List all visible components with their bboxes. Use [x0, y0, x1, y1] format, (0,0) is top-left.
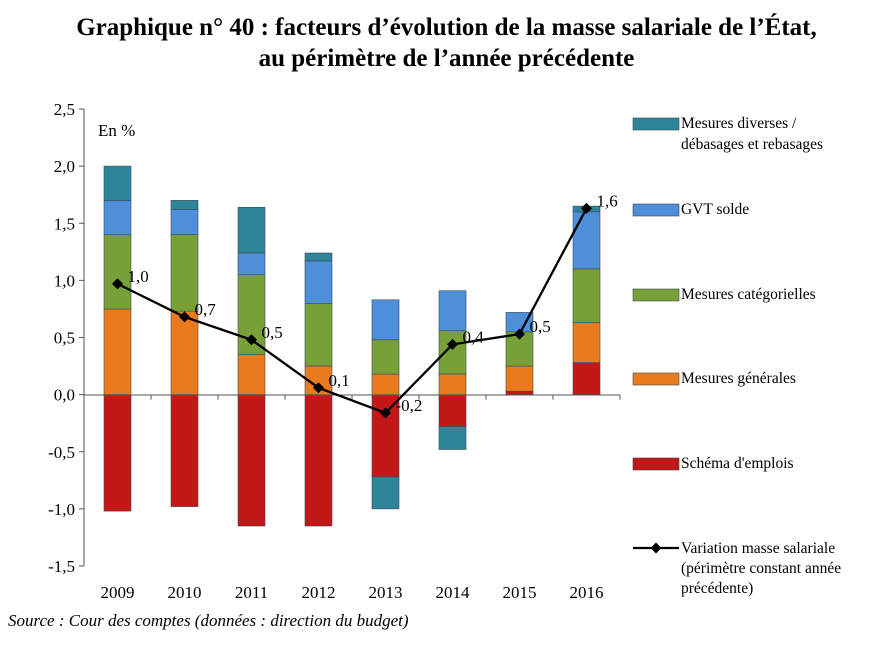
- axes-layer: [83, 109, 620, 566]
- legend-label: Mesures diverses /: [681, 115, 797, 132]
- y-tick-label: -1,0: [48, 500, 75, 519]
- bar-segment-2010-4: [170, 394, 199, 507]
- bar-segment-2012-4: [304, 394, 333, 527]
- y-tick-label: 1,0: [54, 271, 75, 290]
- x-tick-label: 2015: [503, 583, 537, 602]
- legend-label: Mesures générales: [681, 370, 796, 387]
- variation-point-2009: [112, 278, 123, 290]
- variation-point-2014: [447, 338, 458, 350]
- bar-segment-2014-3: [438, 373, 467, 396]
- variation-data-label: 0,5: [530, 317, 551, 336]
- x-ticks-layer: 2009 2010 2011 2012 2013 2014 2015 2016: [83, 394, 621, 602]
- variation-data-label: 1,6: [597, 191, 618, 210]
- bar-segment-2015-4: [505, 390, 534, 395]
- bar-segment-2010-2: [170, 234, 199, 312]
- chart-title: Graphique n° 40 : facteurs d’évolution d…: [0, 12, 893, 74]
- bar-segment-2013-2: [371, 339, 400, 375]
- legend-label: Schéma d'emplois: [681, 455, 794, 472]
- x-tick-label: 2014: [436, 583, 471, 602]
- bar-segment-2009-1: [103, 200, 132, 235]
- bar-segment-2013-3: [371, 373, 400, 396]
- variation-data-label: -0,2: [396, 396, 423, 415]
- bar-segment-2010-0: [170, 200, 199, 210]
- bar-segment-2011-0: [237, 207, 266, 254]
- legend-label: Variation masse salariale: [681, 540, 835, 557]
- legend-label: Mesures catégorielles: [681, 286, 816, 303]
- y-tick-label: 0,5: [54, 329, 75, 348]
- variation-point-2012: [313, 382, 324, 394]
- bar-segment-2011-4: [237, 394, 266, 527]
- bar-segment-2016-1: [572, 211, 601, 270]
- x-tick-label: 2011: [235, 583, 268, 602]
- y-tick-label: 2,0: [54, 157, 75, 176]
- line-layer: 1,0 0,7 0,5 0,1 -0,2 0,4 0,5 1,6: [112, 191, 618, 419]
- variation-data-label: 0,5: [262, 323, 283, 342]
- x-tick-label: 2009: [101, 583, 135, 602]
- variation-point-2010: [179, 311, 190, 323]
- bar-segment-2016-2: [572, 268, 601, 323]
- bar-segment-2012-2: [304, 302, 333, 367]
- bar-segment-2014-0: [438, 426, 467, 450]
- bar-segment-2014-4: [438, 394, 467, 427]
- variation-point-2011: [246, 334, 257, 346]
- y-tick-label: 1,5: [54, 214, 75, 233]
- legend-swatch: [632, 372, 680, 386]
- bar-segment-2011-1: [237, 252, 266, 276]
- bar-segment-2012-1: [304, 260, 333, 304]
- variation-data-label: 0,4: [463, 327, 485, 346]
- bar-segment-2012-0: [304, 252, 333, 262]
- y-tick-label: 2,5: [54, 100, 75, 119]
- x-tick-label: 2013: [369, 583, 403, 602]
- y-tick-label: -1,5: [48, 557, 75, 576]
- bar-segment-2013-0: [371, 476, 400, 510]
- variation-point-2016: [581, 202, 592, 214]
- chart-title-line-1: Graphique n° 40 : facteurs d’évolution d…: [76, 14, 817, 41]
- bars-layer: [103, 165, 601, 527]
- legend-swatch: [632, 457, 680, 471]
- variation-data-label: 0,1: [329, 371, 350, 390]
- variation-line: [116, 207, 588, 415]
- legend-label: (périmètre constant année: [681, 560, 841, 577]
- bar-segment-2015-3: [505, 365, 534, 392]
- bar-segment-2010-3: [170, 310, 199, 395]
- y-tick-label: 0,0: [54, 386, 75, 405]
- legend-label: GVT solde: [681, 201, 749, 218]
- legend-line-marker: [650, 542, 662, 554]
- bar-segment-2013-1: [371, 299, 400, 341]
- bar-segment-2009-3: [103, 308, 132, 395]
- bar-segment-2009-4: [103, 394, 132, 512]
- bar-segment-2014-1: [438, 290, 467, 332]
- bar-segment-2011-3: [237, 354, 266, 395]
- x-tick-label: 2016: [570, 583, 604, 602]
- legend: Mesures diverses / débasages et rebasages…: [632, 115, 841, 597]
- y-ticks-layer: 2,5 2,0 1,5 1,0 0,5 0,0 -0,5 -1,0 -1,5: [48, 100, 84, 576]
- bar-segment-2016-3: [572, 322, 601, 363]
- variation-point-2015: [514, 328, 525, 340]
- variation-point-2013: [380, 407, 391, 419]
- x-tick-label: 2012: [302, 583, 336, 602]
- y-tick-label: -0,5: [48, 443, 75, 462]
- unit-label: En %: [98, 121, 135, 140]
- x-tick-label: 2010: [168, 583, 202, 602]
- chart-title-line-2: au périmètre de l’année précédente: [258, 45, 635, 72]
- bar-segment-2010-1: [170, 209, 199, 235]
- legend-swatch: [632, 288, 680, 302]
- bar-segment-2009-2: [103, 234, 132, 310]
- variation-data-label: 1,0: [128, 267, 149, 286]
- legend-swatch: [632, 117, 680, 131]
- legend-swatch: [632, 203, 680, 217]
- legend-label: précédente): [681, 580, 753, 597]
- legend-label: débasages et rebasages: [681, 136, 823, 153]
- source-note: Source : Cour des comptes (données : dir…: [8, 611, 409, 630]
- variation-data-label: 0,7: [195, 300, 217, 319]
- bar-segment-2016-4: [572, 362, 601, 395]
- bar-segment-2009-0: [103, 165, 132, 201]
